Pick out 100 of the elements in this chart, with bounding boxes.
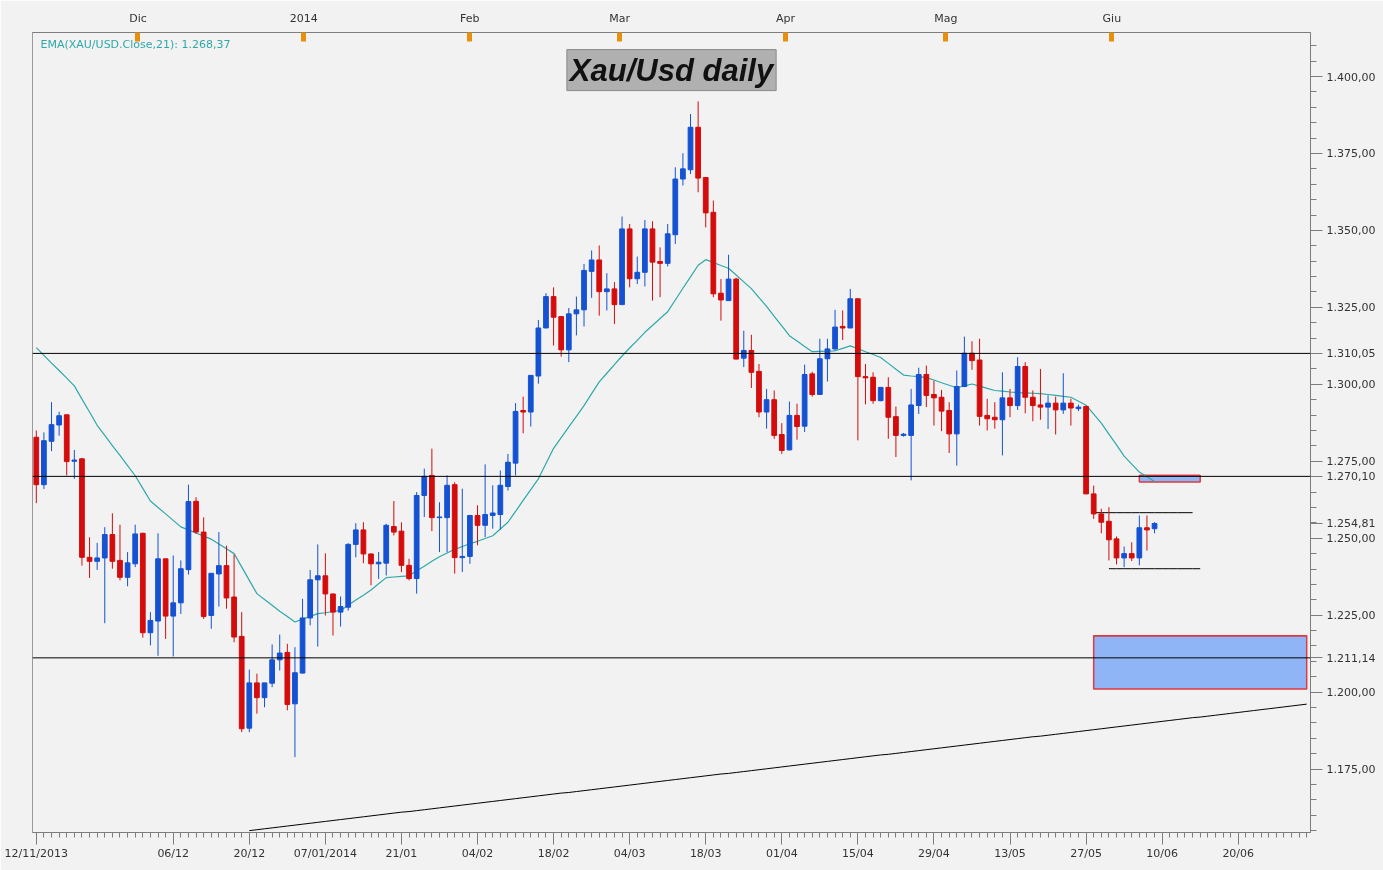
candlestick [748, 334, 755, 389]
candlestick [923, 365, 930, 408]
x2-tick-label: Dic [129, 11, 147, 25]
candlestick [634, 256, 641, 285]
candlestick [48, 401, 55, 452]
x-tick-label: 20/12 [233, 846, 266, 860]
x-tick-label: 10/06 [1146, 846, 1179, 860]
candlestick [893, 405, 899, 458]
candlestick [1121, 546, 1127, 568]
candlestick [117, 524, 123, 581]
candlestick [725, 254, 732, 302]
candlestick [352, 522, 359, 558]
candlestick [474, 504, 481, 546]
candlestick [56, 411, 62, 437]
x-tick-label: 18/03 [689, 846, 722, 860]
x-tick-label: 07/01/2014 [293, 846, 358, 860]
y-tick-label: 1.350,00 [1326, 224, 1376, 238]
candlestick [330, 593, 336, 636]
x-tick-label: 29/04 [918, 846, 950, 860]
y-tick-label: 1.250,00 [1326, 532, 1376, 546]
candlestick [680, 152, 686, 186]
y-tick-label: 1.225,00 [1326, 609, 1376, 623]
candlestick [1113, 535, 1120, 565]
candlestick [763, 388, 770, 430]
line-series [248, 703, 1308, 832]
line-series [35, 259, 1156, 623]
candlestick [862, 363, 869, 405]
x2-tick-label: Giu [1102, 11, 1122, 25]
candlestick [870, 371, 876, 405]
y-tick-label: 1.200,00 [1326, 686, 1376, 700]
candlestick [314, 543, 321, 648]
y-tick-label: 1.400,00 [1326, 70, 1376, 84]
x2-tick-label: 2014 [289, 11, 318, 25]
x2-tick-label: Mar [609, 11, 631, 25]
x-tick-label: 20/06 [1222, 846, 1255, 860]
y-tick-label: 1.175,00 [1326, 763, 1376, 777]
candlestick [71, 449, 78, 480]
candlestick [931, 380, 937, 427]
candlestick [1060, 372, 1067, 415]
candlestick [482, 463, 488, 538]
x-tick-label: 01/04 [765, 846, 798, 860]
candlestick [740, 330, 747, 368]
candlestick [254, 673, 260, 715]
text: EMA(XAU/USD.Close,21): 1.268,37 [40, 37, 231, 51]
candlestick [368, 553, 374, 586]
candlestick [436, 501, 443, 553]
candlestick [216, 531, 222, 608]
candlestick [406, 558, 412, 581]
candlestick [94, 542, 101, 571]
candlestick [1045, 394, 1051, 430]
y-tick-label: 1.375,00 [1326, 147, 1376, 161]
x-tick-label: 21/01 [385, 846, 418, 860]
candlestick [1068, 398, 1074, 427]
candlestick [657, 246, 663, 298]
ref-line-label: 1.310,05 [1326, 347, 1376, 361]
candlestick [170, 554, 177, 657]
candlestick [520, 396, 527, 434]
candlestick [1106, 506, 1112, 561]
candlestick [999, 371, 1006, 456]
x-tick-label: 12/11/2013 [4, 846, 69, 860]
candlestick [603, 272, 610, 311]
candlestick [1052, 396, 1059, 435]
candlestick [611, 281, 618, 325]
x2-tick-label: Mag [934, 11, 958, 25]
candlestick [147, 611, 154, 646]
candlestick [809, 371, 816, 398]
candlestick [1098, 508, 1105, 534]
x-tick-label: 27/05 [1070, 846, 1102, 860]
y-tick-label: 1.254,81 [1326, 517, 1376, 531]
candlestick [1090, 485, 1097, 520]
ref-line-label: 1.211,14 [1326, 651, 1376, 665]
x-tick-label: 15/04 [842, 846, 874, 860]
candlestick [276, 634, 283, 672]
candlestick [832, 309, 838, 351]
x-tick-label: 04/02 [461, 846, 494, 860]
candlestick [459, 488, 466, 573]
candlestick [101, 526, 108, 624]
y-tick-label: 1.300,00 [1326, 378, 1376, 392]
x-tick-label: 06/12 [157, 846, 190, 860]
candlestick [588, 249, 595, 299]
text: Xau/Usd daily [567, 52, 775, 88]
y-tick-label: 1.275,00 [1326, 455, 1376, 469]
candlestick [718, 278, 724, 322]
candlestick [794, 403, 800, 441]
candlestick [322, 552, 329, 616]
x-tick-label: 18/02 [537, 846, 570, 860]
x2-tick-label: Feb [459, 11, 480, 25]
x-tick-label: 13/05 [994, 846, 1026, 860]
candlestick [839, 309, 846, 341]
x-tick-label: 04/03 [613, 846, 646, 860]
candlestick [1144, 514, 1150, 552]
candlestick [86, 536, 93, 579]
candlestick [991, 401, 998, 430]
candlestick [1128, 541, 1135, 562]
candlestick [1007, 388, 1013, 418]
x2-tick-label: Apr [775, 11, 796, 25]
candlestick [778, 422, 785, 455]
y-tick-label: 1.325,00 [1326, 301, 1376, 315]
candlestick [573, 296, 580, 336]
ref-line-label: 1.270,10 [1326, 470, 1376, 484]
